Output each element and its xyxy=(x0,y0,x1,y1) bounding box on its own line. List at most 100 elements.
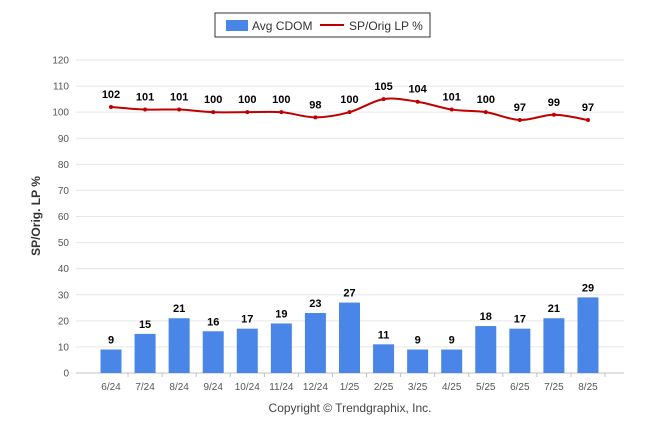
legend[interactable]: Avg CDOM SP/Orig LP % xyxy=(214,12,431,38)
line-data-label: 100 xyxy=(340,94,358,106)
line-data-label: 101 xyxy=(136,92,154,104)
bar-avg-cdom[interactable] xyxy=(304,313,326,373)
x-tick-label: 8/25 xyxy=(578,382,598,393)
line-data-label: 100 xyxy=(204,94,222,106)
y-axis-ticks: 0 10 20 30 40 50 60 70 80 90 100 110 120 xyxy=(52,56,69,380)
y-tick-label: 10 xyxy=(58,342,70,353)
line-data-label: 101 xyxy=(443,92,461,104)
line-point[interactable] xyxy=(449,107,454,112)
line-point[interactable] xyxy=(109,104,113,109)
x-tick-label: 9/24 xyxy=(203,382,223,393)
bar-avg-cdom[interactable] xyxy=(407,349,429,373)
y-tick-label: 30 xyxy=(58,290,70,301)
bar-data-label: 15 xyxy=(139,319,151,331)
bar-avg-cdom[interactable] xyxy=(577,297,599,373)
bar-data-label: 21 xyxy=(548,303,560,315)
line-point[interactable] xyxy=(381,97,386,102)
bar-data-label: 27 xyxy=(343,288,355,300)
x-tick-label: 8/24 xyxy=(169,382,189,393)
y-tick-label: 20 xyxy=(58,316,70,327)
legend-label-sp-orig-lp: SP/Orig LP % xyxy=(349,19,423,33)
y-axis-title: SP/Orig. LP % xyxy=(29,176,43,256)
bar-series-avg-cdom xyxy=(100,297,599,373)
line-point[interactable] xyxy=(211,110,216,115)
bar-data-label: 17 xyxy=(514,314,526,326)
line-point[interactable] xyxy=(245,110,250,115)
x-tick-label: 2/25 xyxy=(374,382,394,393)
line-data-label: 100 xyxy=(272,94,290,106)
line-point[interactable] xyxy=(517,117,522,122)
x-tick-label: 12/24 xyxy=(303,382,328,393)
bar-data-label: 23 xyxy=(309,298,321,310)
line-point[interactable] xyxy=(585,117,590,122)
line-point[interactable] xyxy=(415,99,420,104)
bar-data-label: 11 xyxy=(378,329,390,341)
line-data-labels: 102 101 101 100 100 100 98 100 105 104 101 100 97 99 9… xyxy=(102,81,594,114)
y-tick-label: 90 xyxy=(58,134,70,145)
bar-data-label: 16 xyxy=(207,316,219,328)
y-tick-label: 80 xyxy=(58,160,70,171)
x-tick-label: 10/24 xyxy=(235,382,260,393)
x-tick-label: 7/25 xyxy=(544,382,564,393)
line-point[interactable] xyxy=(143,107,148,112)
bar-avg-cdom[interactable] xyxy=(270,323,292,373)
bar-avg-cdom[interactable] xyxy=(543,318,565,373)
y-tick-label: 110 xyxy=(53,82,69,93)
line-data-label: 101 xyxy=(170,92,188,104)
line-data-label: 97 xyxy=(582,102,594,114)
x-tick-label: 6/24 xyxy=(101,382,121,393)
x-axis-ticks: 6/24 7/24 8/24 9/24 10/24 11/24 12/24 1/25 2/25 3… xyxy=(101,373,606,393)
line-data-label: 99 xyxy=(548,97,560,109)
y-tick-label: 120 xyxy=(52,56,69,67)
bar-avg-cdom[interactable] xyxy=(100,349,122,373)
x-tick-label: 5/25 xyxy=(476,382,496,393)
y-tick-label: 100 xyxy=(52,108,69,119)
x-tick-label: 7/24 xyxy=(135,382,155,393)
bar-data-label: 21 xyxy=(173,303,185,315)
bar-data-label: 9 xyxy=(449,335,455,347)
line-point[interactable] xyxy=(483,110,488,115)
legend-label-avg-cdom: Avg CDOM xyxy=(252,19,312,33)
y-tick-label: 0 xyxy=(63,369,69,380)
bar-data-label: 18 xyxy=(480,311,492,323)
y-tick-label: 40 xyxy=(58,264,70,275)
y-tick-label: 60 xyxy=(58,212,70,223)
bar-data-label: 29 xyxy=(582,282,594,294)
line-point[interactable] xyxy=(279,110,284,115)
line-point[interactable] xyxy=(313,115,318,120)
x-tick-label: 3/25 xyxy=(408,382,428,393)
line-series-sp-orig-lp xyxy=(109,97,590,122)
y-tick-label: 70 xyxy=(58,186,70,197)
line-data-label: 104 xyxy=(408,84,427,96)
line-data-label: 97 xyxy=(514,102,526,114)
bar-data-labels: 9 15 21 16 17 19 23 27 11 9 9 18 17 21 29 xyxy=(108,282,594,346)
line-point[interactable] xyxy=(551,112,556,117)
bar-data-label: 9 xyxy=(108,335,114,347)
bar-avg-cdom[interactable] xyxy=(475,326,497,373)
bar-avg-cdom[interactable] xyxy=(509,328,531,373)
x-tick-label: 6/25 xyxy=(510,382,530,393)
line-data-label: 105 xyxy=(374,81,392,93)
bar-avg-cdom[interactable] xyxy=(168,318,190,373)
line-point[interactable] xyxy=(347,110,352,115)
bar-avg-cdom[interactable] xyxy=(236,328,258,373)
x-tick-label: 11/24 xyxy=(269,382,294,393)
bar-avg-cdom[interactable] xyxy=(338,302,360,373)
line-data-label: 100 xyxy=(477,94,495,106)
line-data-label: 102 xyxy=(102,89,120,101)
copyright-text: Copyright © Trendgraphix, Inc. xyxy=(269,401,432,415)
bar-data-label: 9 xyxy=(415,335,421,347)
x-tick-label: 4/25 xyxy=(442,382,462,393)
bar-data-label: 19 xyxy=(275,308,287,320)
y-tick-label: 50 xyxy=(58,238,70,249)
bar-avg-cdom[interactable] xyxy=(373,344,395,373)
line-data-label: 98 xyxy=(309,99,321,111)
bar-avg-cdom[interactable] xyxy=(134,333,156,373)
line-point[interactable] xyxy=(177,107,182,112)
bar-avg-cdom[interactable] xyxy=(202,331,224,373)
bar-data-label: 17 xyxy=(241,314,253,326)
bar-avg-cdom[interactable] xyxy=(441,349,463,373)
x-tick-label: 1/25 xyxy=(340,382,360,393)
